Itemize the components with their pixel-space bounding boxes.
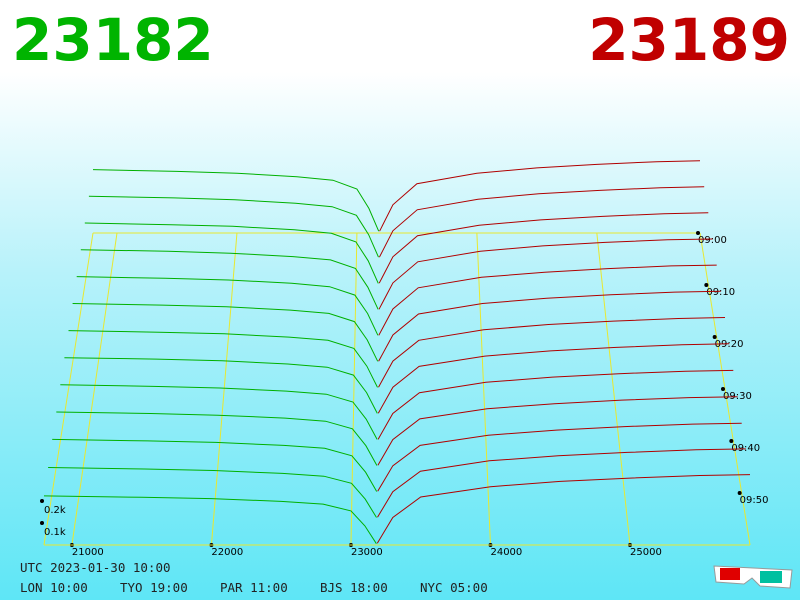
ask-depth-line — [377, 369, 734, 440]
t-tick-label: 09:10 — [706, 287, 735, 298]
ask-depth-line — [378, 290, 721, 362]
bid-depth-line — [48, 467, 377, 518]
ask-depth-line — [378, 264, 717, 336]
ask-depth-line — [376, 474, 751, 544]
x-tick-label: 24000 — [490, 547, 522, 558]
bid-depth-line — [88, 195, 379, 258]
ask-depth-line — [377, 396, 738, 466]
ask-depth-line — [377, 422, 742, 492]
t-tick-mark — [712, 335, 717, 339]
utc-time: UTC 2023-01-30 10:00 — [20, 560, 171, 575]
3d-glasses-icon — [713, 565, 793, 589]
bid-price: 23182 — [12, 6, 214, 74]
frame-edge — [43, 232, 94, 546]
t-tick-mark — [721, 387, 725, 391]
z-tick-mark — [40, 521, 44, 525]
ask-depth-line — [378, 186, 705, 258]
bid-depth-line — [52, 438, 378, 492]
city-clock: PAR 11:00 — [220, 580, 288, 595]
t-tick-mark — [737, 491, 742, 495]
z-tick-label: 0.2k — [44, 505, 66, 516]
z-tick-mark — [40, 499, 44, 503]
grid-line — [350, 232, 358, 546]
grid-line — [210, 232, 238, 546]
bid-depth-line — [92, 169, 380, 232]
x-tick-label: 23000 — [351, 547, 383, 558]
grid-line — [71, 232, 118, 546]
bid-depth-line — [43, 495, 377, 544]
grid-line — [596, 232, 631, 546]
z-tick-label: 0.1k — [44, 527, 66, 538]
ask-depth-line — [378, 212, 709, 284]
bid-depth-line — [80, 249, 379, 310]
x-tick-label: 22000 — [211, 547, 243, 558]
ask-depth-line — [377, 448, 746, 518]
ask-depth-line — [378, 238, 713, 310]
bid-depth-line — [68, 330, 378, 388]
t-tick-label: 09:20 — [715, 339, 744, 350]
ask-price: 23189 — [588, 6, 790, 74]
grid-line — [476, 232, 491, 546]
bid-depth-line — [72, 303, 379, 362]
city-clock: LON 10:00 — [20, 580, 88, 595]
x-tick-label: 25000 — [630, 547, 662, 558]
x-tick-label: 21000 — [72, 547, 104, 558]
city-clock: BJS 18:00 — [320, 580, 388, 595]
t-tick-mark — [696, 231, 700, 235]
ask-depth-line — [378, 317, 726, 388]
t-tick-label: 09:50 — [740, 495, 769, 506]
bid-depth-line — [84, 222, 379, 284]
bid-depth-line — [60, 384, 378, 440]
city-clock: NYC 05:00 — [420, 580, 488, 595]
t-tick-label: 09:00 — [698, 235, 727, 246]
bid-depth-line — [56, 411, 378, 466]
city-clock: TYO 19:00 — [120, 580, 188, 595]
bid-depth-line — [64, 357, 378, 414]
ask-depth-line — [377, 343, 730, 414]
ask-depth-line — [379, 160, 701, 232]
bid-depth-line — [76, 276, 379, 336]
t-tick-mark — [729, 439, 734, 443]
t-tick-mark — [704, 283, 709, 287]
